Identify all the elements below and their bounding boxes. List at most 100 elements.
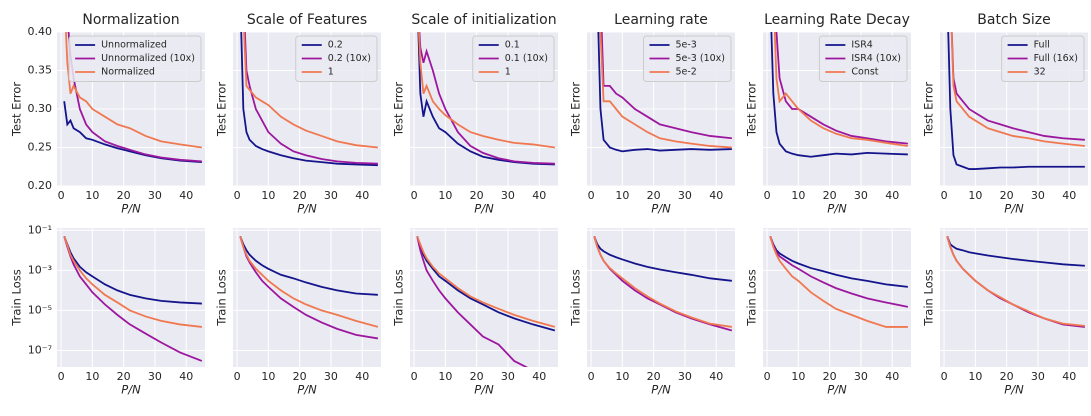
legend-label: 0.1: [505, 40, 520, 51]
data-line: [239, 235, 378, 296]
x-tick-label: 0: [588, 370, 595, 383]
x-tick-label: 0: [58, 370, 65, 383]
data-line: [769, 236, 908, 328]
y-axis-label: Test Error: [10, 82, 24, 138]
legend-label: 0.2 (10x): [328, 53, 371, 64]
legend: 0.2 0.2 (10x) 1: [295, 35, 378, 82]
data-line: [593, 235, 732, 282]
x-axis-label: P/N: [1004, 202, 1024, 216]
legend-label: 0.2: [328, 40, 343, 51]
x-tick-label: 0: [588, 189, 595, 202]
x-tick-label: 20: [470, 189, 484, 202]
legend-label: Unnormalized (10x): [101, 53, 195, 64]
x-tick-label: 40: [179, 370, 193, 383]
subplot: 0 10 20 30 40 P/N Train Loss: [569, 228, 735, 397]
x-tick-label: 40: [1062, 370, 1076, 383]
x-tick-label: 20: [647, 370, 661, 383]
x-tick-label: 30: [678, 370, 692, 383]
x-axis-label: P/N: [297, 202, 317, 216]
legend: ISR4 ISR4 (10x) Const: [818, 35, 908, 82]
x-tick-label: 0: [58, 189, 65, 202]
data-line: [597, 32, 732, 153]
data-line: [770, 32, 908, 158]
x-tick-label: 30: [854, 189, 868, 202]
x-tick-label: 0: [764, 189, 771, 202]
legend: 5e-3 5e-3 (10x) 5e-2: [642, 35, 732, 82]
legend-label: 0.1 (10x): [505, 53, 548, 64]
subplot-title: Learning Rate Decay: [764, 12, 910, 28]
x-axis-label: P/N: [474, 202, 494, 216]
data-line: [946, 235, 1085, 267]
x-tick-label: 20: [647, 189, 661, 202]
legend-box: [642, 35, 732, 82]
subplot-title: Normalization: [82, 12, 179, 28]
plot-area: [410, 228, 558, 367]
data-line: [593, 236, 733, 328]
x-tick-label: 40: [885, 189, 899, 202]
x-tick-label: 10: [261, 189, 275, 202]
legend-label: 32: [1034, 67, 1046, 78]
data-line: [240, 32, 378, 167]
data-line: [600, 32, 732, 140]
x-tick-label: 10: [968, 370, 982, 383]
x-tick-label: 40: [532, 189, 546, 202]
data-line: [243, 32, 378, 149]
data-line: [65, 32, 202, 149]
legend-label: Full: [1034, 40, 1050, 51]
x-axis-label: P/N: [651, 202, 671, 216]
legend: Full Full (16x) 32: [1001, 35, 1085, 82]
x-tick-label: 0: [411, 189, 418, 202]
y-axis-label: Train Loss: [922, 269, 936, 326]
data-line: [947, 32, 1085, 170]
x-tick-label: 30: [324, 189, 338, 202]
x-tick-label: 10: [85, 370, 99, 383]
x-axis-label: P/N: [651, 383, 671, 397]
x-tick-label: 20: [1000, 189, 1014, 202]
x-tick-label: 40: [355, 370, 369, 383]
x-tick-label: 40: [709, 189, 723, 202]
legend-box: [68, 35, 202, 82]
y-axis-label: Test Error: [215, 82, 229, 138]
lines: [770, 32, 908, 158]
data-line: [769, 235, 908, 288]
y-tick-label: 0.25: [28, 141, 53, 154]
x-tick-label: 20: [117, 189, 131, 202]
data-line: [418, 32, 555, 149]
subplot-title: Learning rate: [614, 12, 708, 28]
y-tick-label: 10⁻³: [28, 263, 52, 276]
legend: 0.1 0.1 (10x) 1: [472, 35, 555, 82]
y-tick-label: 10⁻⁵: [28, 303, 52, 316]
subplot: 0 10 20 30 40 0.20 0.25 0.30 0.35 0.40 Normalizati…: [10, 12, 205, 216]
subplot: 0 10 20 30 40 10⁻⁷ 10⁻⁵ 10⁻³ 10⁻¹ P/N Train Loss: [10, 223, 205, 397]
x-tick-label: 10: [438, 189, 452, 202]
legend-box: [472, 35, 555, 82]
subplot: 0 10 20 30 40 P/N Train Loss: [215, 228, 381, 397]
data-line: [769, 236, 909, 308]
x-tick-label: 0: [234, 189, 241, 202]
data-line: [63, 235, 202, 305]
legend: Unnormalized Unnormalized (10x) Normalized: [68, 35, 202, 82]
x-tick-label: 30: [501, 370, 515, 383]
legend-label: Unnormalized: [101, 40, 167, 51]
lines: [416, 235, 556, 367]
legend-label: 5e-2: [675, 67, 696, 78]
x-tick-label: 40: [355, 189, 369, 202]
subplot: 0 10 20 30 40 P/N Train Loss: [392, 228, 558, 397]
x-tick-label: 0: [234, 370, 241, 383]
lines: [240, 32, 378, 167]
y-tick-label: 10⁻⁷: [28, 343, 52, 356]
y-tick-label: 0.40: [28, 25, 53, 38]
y-axis-label: Test Error: [392, 82, 406, 138]
y-axis-label: Test Error: [745, 82, 759, 138]
x-tick-label: 10: [85, 189, 99, 202]
x-axis-label: P/N: [297, 383, 317, 397]
legend-label: Full (16x): [1034, 53, 1078, 64]
x-tick-label: 30: [1031, 370, 1045, 383]
data-line: [946, 236, 1085, 327]
y-tick-label: 10⁻¹: [28, 223, 52, 236]
x-tick-label: 0: [941, 189, 948, 202]
data-line: [773, 32, 908, 147]
data-line: [63, 236, 202, 328]
y-axis-label: Train Loss: [215, 269, 229, 326]
